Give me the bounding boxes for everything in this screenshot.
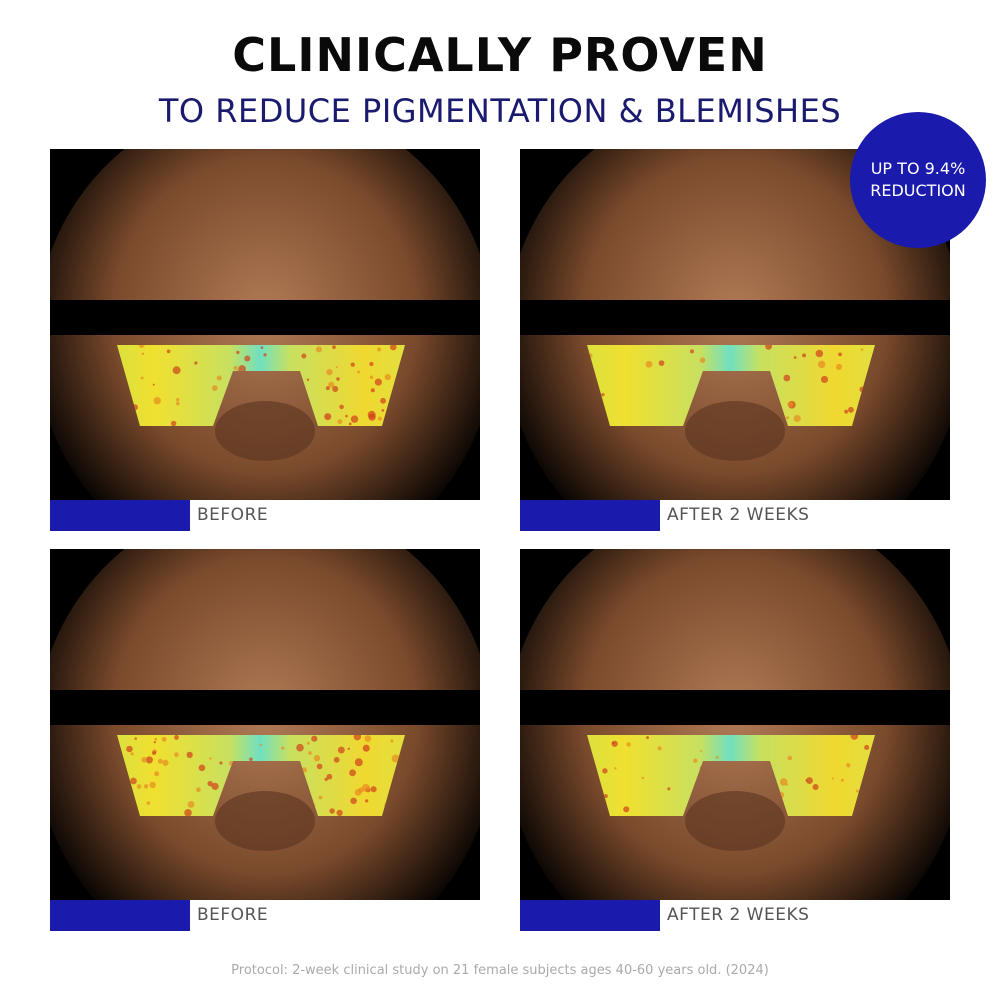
panel-label: AFTER 2 WEEKS <box>667 905 810 925</box>
face-heatmap-photo <box>50 549 480 900</box>
label-accent-bar <box>50 900 190 931</box>
protocol-footnote: Protocol: 2-week clinical study on 21 fe… <box>231 963 769 978</box>
label-accent-bar <box>520 900 660 931</box>
before-photo-panel-1: BEFORE <box>50 149 480 531</box>
panel-label: AFTER 2 WEEKS <box>667 505 810 525</box>
badge-line-1: UP TO 9.4% <box>870 159 966 178</box>
label-accent-bar <box>50 500 190 531</box>
label-accent-bar <box>520 500 660 531</box>
panel-label: BEFORE <box>197 505 269 525</box>
headline: CLINICALLY PROVEN <box>232 28 768 82</box>
panel-label: BEFORE <box>197 905 269 925</box>
after-photo-panel-2: AFTER 2 WEEKS <box>520 549 950 931</box>
face-heatmap-photo <box>520 549 950 900</box>
subheadline: TO REDUCE PIGMENTATION & BLEMISHES <box>158 92 842 130</box>
before-photo-panel-2: BEFORE <box>50 549 480 931</box>
badge-line-2: REDUCTION <box>870 181 966 200</box>
face-heatmap-photo <box>50 149 480 500</box>
reduction-badge: UP TO 9.4% REDUCTION <box>850 112 986 248</box>
